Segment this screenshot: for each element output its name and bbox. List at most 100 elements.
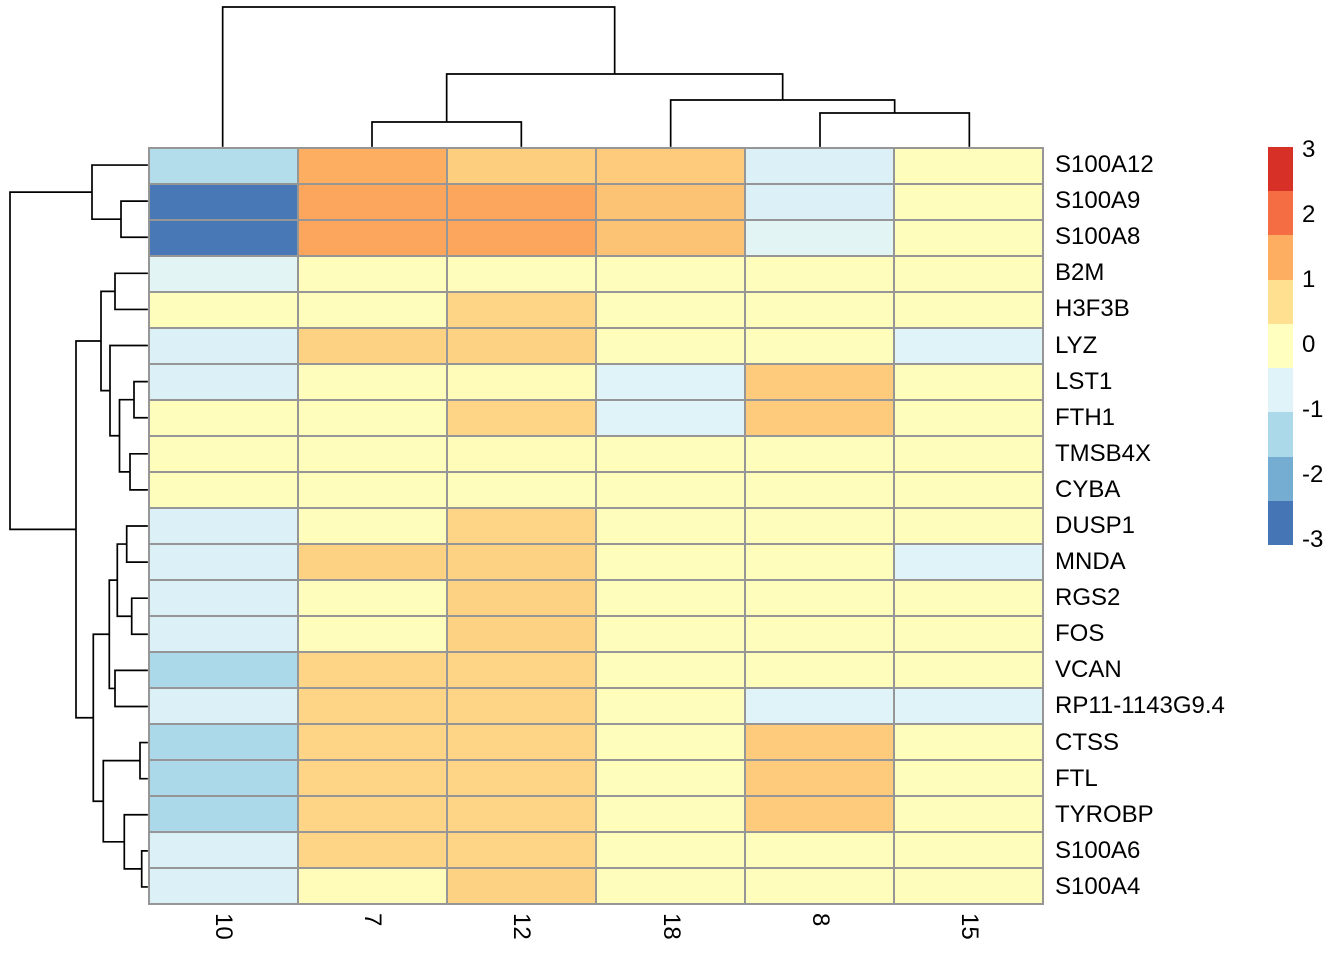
heatmap-cell <box>597 725 744 759</box>
column-label: 15 <box>956 913 984 940</box>
column-label: 7 <box>359 913 386 927</box>
heatmap-cell <box>895 869 1042 903</box>
heatmap-cell <box>150 329 297 363</box>
heatmap-cell <box>746 365 893 399</box>
row-label: CYBA <box>1055 475 1121 503</box>
heatmap-cell <box>299 653 446 687</box>
heatmap-cell <box>299 509 446 543</box>
row-label: B2M <box>1055 259 1105 287</box>
heatmap-cell <box>299 797 446 831</box>
heatmap-cell <box>746 833 893 867</box>
heatmap-cell <box>746 509 893 543</box>
heatmap-cell <box>299 761 446 795</box>
heatmap-cell <box>895 221 1042 255</box>
heatmap-cell <box>448 473 595 507</box>
heatmap-cell <box>895 473 1042 507</box>
heatmap-cell <box>597 545 744 579</box>
row-label: MNDA <box>1055 548 1126 576</box>
legend-color-block <box>1268 235 1293 280</box>
heatmap-cell <box>299 545 446 579</box>
row-label: FOS <box>1055 620 1105 648</box>
heatmap-cell <box>448 221 595 255</box>
heatmap-cell <box>746 185 893 219</box>
heatmap-cell <box>299 401 446 435</box>
heatmap-cell <box>150 797 297 831</box>
row-label: H3F3B <box>1055 295 1130 323</box>
heatmap-cell <box>299 581 446 615</box>
row-label: LST1 <box>1055 367 1113 395</box>
column-label: 12 <box>508 913 536 940</box>
heatmap-cell <box>150 761 297 795</box>
heatmap-cell <box>299 149 446 183</box>
heatmap-cell <box>597 257 744 291</box>
legend-color-block <box>1268 323 1293 369</box>
legend-tick-label: -1 <box>1302 396 1324 423</box>
legend-color-block <box>1268 147 1293 192</box>
legend-tick-label: -2 <box>1302 461 1324 488</box>
heatmap-cell <box>448 149 595 183</box>
legend-tick-label: 2 <box>1302 201 1316 228</box>
heatmap-cell <box>895 509 1042 543</box>
heatmap-cell <box>299 725 446 759</box>
heatmap-cell <box>597 869 744 903</box>
heatmap-cell <box>150 617 297 651</box>
heatmap-cell <box>895 653 1042 687</box>
heatmap-cell <box>597 221 744 255</box>
heatmap-cell <box>448 869 595 903</box>
heatmap-cell <box>150 869 297 903</box>
heatmap-cell <box>448 257 595 291</box>
legend-color-block <box>1268 412 1293 457</box>
heatmap-cell <box>150 401 297 435</box>
heatmap-cell <box>150 473 297 507</box>
heatmap-cell <box>597 185 744 219</box>
legend-tick-label: 0 <box>1302 331 1316 358</box>
heatmap-cell <box>895 689 1042 723</box>
row-label: TMSB4X <box>1055 439 1152 467</box>
heatmap-cell <box>448 725 595 759</box>
heatmap-cell <box>895 617 1042 651</box>
heatmap-cell <box>448 545 595 579</box>
row-label: S100A12 <box>1055 151 1154 179</box>
heatmap-cell <box>299 617 446 651</box>
heatmap-cell <box>895 797 1042 831</box>
heatmap-cell <box>299 689 446 723</box>
heatmap-cell <box>746 149 893 183</box>
heatmap-cell <box>746 725 893 759</box>
heatmap-cell <box>448 185 595 219</box>
heatmap-grid <box>148 147 1044 905</box>
heatmap-cell <box>150 221 297 255</box>
row-label: S100A4 <box>1055 872 1141 900</box>
heatmap-cell <box>597 365 744 399</box>
heatmap-cell <box>150 185 297 219</box>
heatmap-cell <box>448 689 595 723</box>
row-label: DUSP1 <box>1055 512 1136 539</box>
heatmap-cell <box>597 149 744 183</box>
heatmap-cell <box>597 437 744 471</box>
row-label: FTL <box>1055 764 1098 792</box>
heatmap-cell <box>299 473 446 507</box>
heatmap-cell <box>597 293 744 327</box>
row-label: RGS2 <box>1055 584 1121 612</box>
column-label: 8 <box>807 913 834 927</box>
heatmap-cell <box>448 437 595 471</box>
heatmap-cell <box>448 761 595 795</box>
heatmap-cell <box>448 833 595 867</box>
row-label: TYROBP <box>1055 800 1154 828</box>
column-label: 18 <box>657 913 685 940</box>
color-legend-bar <box>1268 147 1293 545</box>
heatmap-cell <box>597 617 744 651</box>
heatmap-cell <box>597 833 744 867</box>
heatmap-cell <box>746 689 893 723</box>
heatmap-cell <box>895 149 1042 183</box>
heatmap-cell <box>895 329 1042 363</box>
heatmap-cell <box>150 833 297 867</box>
legend-color-block <box>1268 500 1293 545</box>
heatmap-cell <box>150 545 297 579</box>
row-label: S100A6 <box>1055 836 1141 864</box>
heatmap-cell <box>895 185 1042 219</box>
legend-color-block <box>1268 456 1293 501</box>
heatmap-cell <box>299 221 446 255</box>
heatmap-cell <box>150 689 297 723</box>
row-label: RP11-1143G9.4 <box>1055 692 1225 720</box>
